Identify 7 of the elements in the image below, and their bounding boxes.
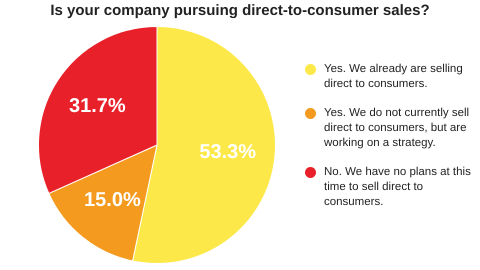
legend-label: Yes. We do not currently sell direct to consumers, but are working on a strategy. <box>324 106 470 151</box>
data-label: 53.3% <box>199 140 256 163</box>
legend-label: No. We have no plans at this time to sell direct to consumers. <box>324 165 472 210</box>
chart-title: Is your company pursuing direct-to-consumer sales? <box>49 2 431 19</box>
legend-label: Yes. We already are selling direct to consumers. <box>324 62 464 92</box>
data-label: 15.0% <box>84 188 141 211</box>
data-label: 31.7% <box>68 94 126 117</box>
